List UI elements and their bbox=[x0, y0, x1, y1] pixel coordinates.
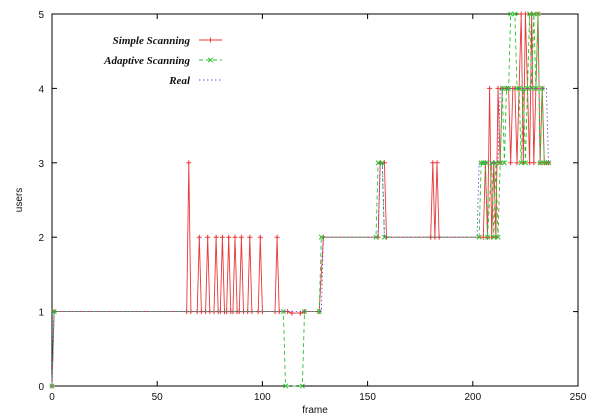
data-point-adaptive-scanning bbox=[484, 234, 491, 240]
y-tick-label: 3 bbox=[38, 159, 44, 170]
data-point-adaptive-scanning bbox=[531, 11, 537, 17]
x-tick-label: 50 bbox=[152, 392, 164, 403]
data-point-adaptive-scanning bbox=[533, 85, 539, 91]
data-point-simple-scanning bbox=[238, 234, 244, 240]
plot-frame bbox=[51, 13, 579, 387]
data-point-simple-scanning bbox=[257, 234, 263, 240]
legend-label: Adaptive Scanning bbox=[103, 55, 190, 67]
data-point-adaptive-scanning bbox=[527, 11, 533, 17]
data-point-simple-scanning bbox=[522, 11, 528, 17]
legend-marker bbox=[207, 57, 214, 63]
data-point-adaptive-scanning bbox=[514, 85, 520, 91]
series-layer bbox=[49, 11, 552, 389]
y-tick-label: 0 bbox=[38, 382, 44, 393]
data-point-simple-scanning bbox=[226, 234, 232, 240]
axis-ticks: 0 50 100 150 200 250 0 1 2 3 4 5 bbox=[38, 10, 586, 403]
data-point-adaptive-scanning bbox=[529, 85, 535, 91]
series-line-real bbox=[51, 87, 549, 387]
data-point-simple-scanning bbox=[205, 234, 211, 240]
y-tick-label: 1 bbox=[38, 308, 44, 319]
data-point-adaptive-scanning bbox=[537, 160, 543, 166]
data-point-simple-scanning bbox=[232, 234, 238, 240]
data-point-simple-scanning bbox=[186, 160, 192, 166]
x-tick-label: 150 bbox=[359, 392, 376, 403]
data-point-simple-scanning bbox=[196, 234, 202, 240]
y-tick-label: 4 bbox=[38, 84, 44, 95]
data-point-adaptive-scanning bbox=[476, 234, 482, 240]
data-point-simple-scanning bbox=[219, 234, 225, 240]
y-tick-label: 5 bbox=[38, 10, 44, 21]
data-point-adaptive-scanning bbox=[495, 234, 501, 240]
data-point-simple-scanning bbox=[434, 160, 440, 166]
data-point-simple-scanning bbox=[285, 309, 291, 315]
data-point-simple-scanning bbox=[430, 160, 436, 166]
data-point-simple-scanning bbox=[531, 160, 537, 166]
data-point-adaptive-scanning bbox=[51, 309, 57, 315]
data-point-adaptive-scanning bbox=[545, 160, 552, 166]
y-tick-label: 2 bbox=[38, 233, 44, 244]
x-tick-label: 100 bbox=[254, 392, 271, 403]
series-real bbox=[51, 87, 549, 387]
data-point-simple-scanning bbox=[480, 234, 486, 240]
data-point-adaptive-scanning bbox=[375, 160, 381, 166]
data-point-adaptive-scanning bbox=[379, 160, 385, 166]
legend-marker bbox=[208, 37, 213, 43]
series-line-simple-scanning bbox=[51, 13, 549, 387]
legend-label: Real bbox=[168, 75, 191, 87]
series-adaptive-scanning bbox=[49, 11, 552, 389]
data-point-adaptive-scanning bbox=[316, 309, 322, 315]
data-point-adaptive-scanning bbox=[512, 11, 518, 17]
data-point-simple-scanning bbox=[274, 234, 280, 240]
data-point-adaptive-scanning bbox=[493, 160, 499, 166]
legend-item-real: Real bbox=[168, 75, 222, 87]
data-point-adaptive-scanning bbox=[501, 160, 507, 166]
data-point-simple-scanning bbox=[518, 11, 524, 17]
data-point-adaptive-scanning bbox=[518, 160, 524, 166]
y-axis-title: users bbox=[14, 188, 25, 212]
legend: Simple Scanning Adaptive Scanning Real bbox=[103, 35, 222, 87]
data-point-adaptive-scanning bbox=[478, 160, 484, 166]
data-point-adaptive-scanning bbox=[497, 160, 503, 166]
data-point-adaptive-scanning bbox=[280, 309, 286, 315]
data-point-adaptive-scanning bbox=[541, 160, 547, 166]
data-point-simple-scanning bbox=[514, 160, 520, 166]
data-point-simple-scanning bbox=[508, 160, 514, 166]
data-point-adaptive-scanning bbox=[491, 234, 497, 240]
data-point-simple-scanning bbox=[527, 160, 533, 166]
series-simple-scanning bbox=[49, 11, 552, 389]
data-point-adaptive-scanning bbox=[522, 160, 528, 166]
data-point-simple-scanning bbox=[487, 85, 493, 91]
data-point-adaptive-scanning bbox=[482, 160, 488, 166]
data-point-adaptive-scanning bbox=[506, 85, 512, 91]
data-point-adaptive-scanning bbox=[282, 383, 289, 389]
legend-item-adaptive-scanning: Adaptive Scanning bbox=[103, 55, 222, 67]
data-point-adaptive-scanning bbox=[535, 11, 541, 17]
data-point-adaptive-scanning bbox=[318, 234, 324, 240]
x-tick-label: 250 bbox=[570, 392, 587, 403]
series-line-adaptive-scanning bbox=[51, 13, 549, 387]
data-point-adaptive-scanning bbox=[508, 11, 514, 17]
legend-item-simple-scanning: Simple Scanning bbox=[113, 35, 222, 47]
legend-label: Simple Scanning bbox=[113, 35, 191, 47]
data-point-simple-scanning bbox=[495, 85, 501, 91]
x-axis-title: frame bbox=[302, 405, 328, 416]
x-tick-label: 200 bbox=[464, 392, 481, 403]
x-tick-label: 0 bbox=[49, 392, 55, 403]
data-point-simple-scanning bbox=[247, 234, 253, 240]
data-point-adaptive-scanning bbox=[299, 383, 305, 389]
data-point-adaptive-scanning bbox=[381, 234, 387, 240]
data-point-simple-scanning bbox=[213, 234, 219, 240]
